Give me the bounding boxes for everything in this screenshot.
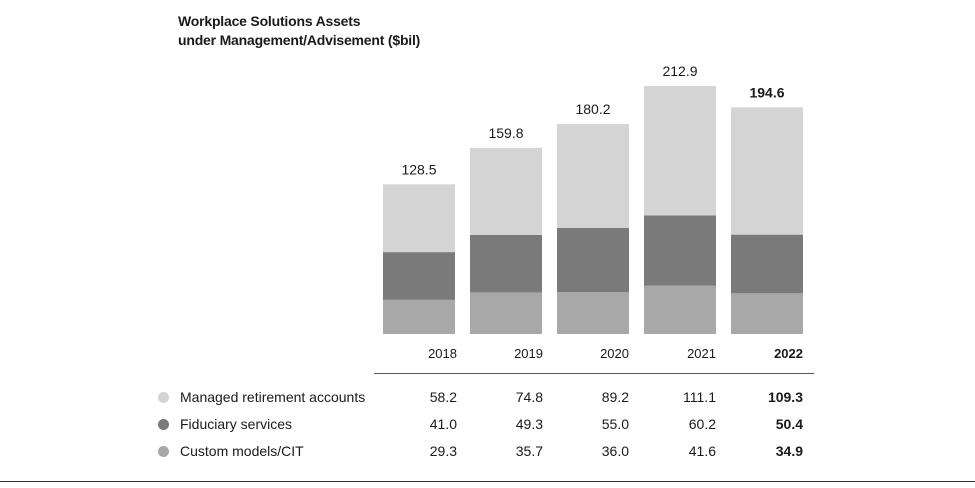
bar-segment [557, 227, 629, 293]
bar-total-label: 159.8 [488, 125, 523, 141]
table-cell: 36.0 [601, 443, 629, 459]
table-cell: 74.8 [515, 389, 543, 405]
bar-segment [383, 184, 455, 253]
x-tick-label: 2020 [600, 346, 629, 361]
bar-segment [644, 86, 716, 216]
bar-segment [731, 293, 803, 334]
bar-total-label: 212.9 [662, 63, 697, 79]
legend-label: Custom models/CIT [180, 443, 304, 459]
bar-segment [644, 215, 716, 286]
table-cell: 55.0 [601, 416, 629, 432]
table-cell: 35.7 [515, 443, 543, 459]
chart-title: Workplace Solutions Assets under Managem… [178, 12, 420, 50]
table-row: Custom models/CIT 29.3 35.7 36.0 41.6 34… [158, 441, 818, 463]
table-row: Fiduciary services 41.0 49.3 55.0 60.2 5… [158, 414, 818, 436]
table-cell: 89.2 [601, 389, 629, 405]
bar-segment [470, 147, 542, 235]
bar-segment [557, 292, 629, 334]
table-cell: 58.2 [429, 389, 457, 405]
bar-segment [557, 124, 629, 228]
legend-swatch [158, 419, 169, 430]
chart-title-line-1: Workplace Solutions Assets [178, 13, 361, 29]
bottom-rule [0, 481, 975, 482]
legend-label: Fiduciary services [180, 416, 293, 432]
table-cell: 29.3 [429, 443, 457, 459]
bar-segment [383, 252, 455, 300]
table-cell: 109.3 [767, 389, 803, 405]
bar-segment [470, 292, 542, 334]
table-cell: 49.3 [515, 416, 543, 432]
bar-segment [470, 234, 542, 293]
bar-total-label: 128.5 [401, 161, 436, 177]
x-tick-label: 2021 [687, 346, 716, 361]
x-tick-label: 2019 [514, 346, 543, 361]
bar-total-label: 180.2 [575, 101, 610, 117]
table-cell: 50.4 [775, 416, 803, 432]
table-cell: 41.0 [429, 416, 457, 432]
table-cell: 34.9 [775, 443, 803, 459]
x-tick-label: 2022 [774, 346, 803, 361]
legend-label: Managed retirement accounts [180, 389, 366, 405]
bar-total-label: 194.6 [749, 84, 784, 100]
legend-swatch [158, 392, 169, 403]
x-tick-label: 2018 [428, 346, 457, 361]
table-row: Managed retirement accounts 58.2 74.8 89… [158, 387, 818, 409]
chart-title-line-2: under Management/Advisement ($bil) [178, 32, 421, 48]
bar-segment [731, 234, 803, 294]
table-cell: 60.2 [688, 416, 716, 432]
bar-segment [644, 285, 716, 334]
table-cell: 111.1 [683, 389, 716, 405]
bar-segment [383, 299, 455, 334]
table-header-rule [374, 373, 814, 374]
bar-segment [731, 107, 803, 235]
table-cell: 41.6 [688, 443, 716, 459]
legend-swatch [158, 446, 169, 457]
